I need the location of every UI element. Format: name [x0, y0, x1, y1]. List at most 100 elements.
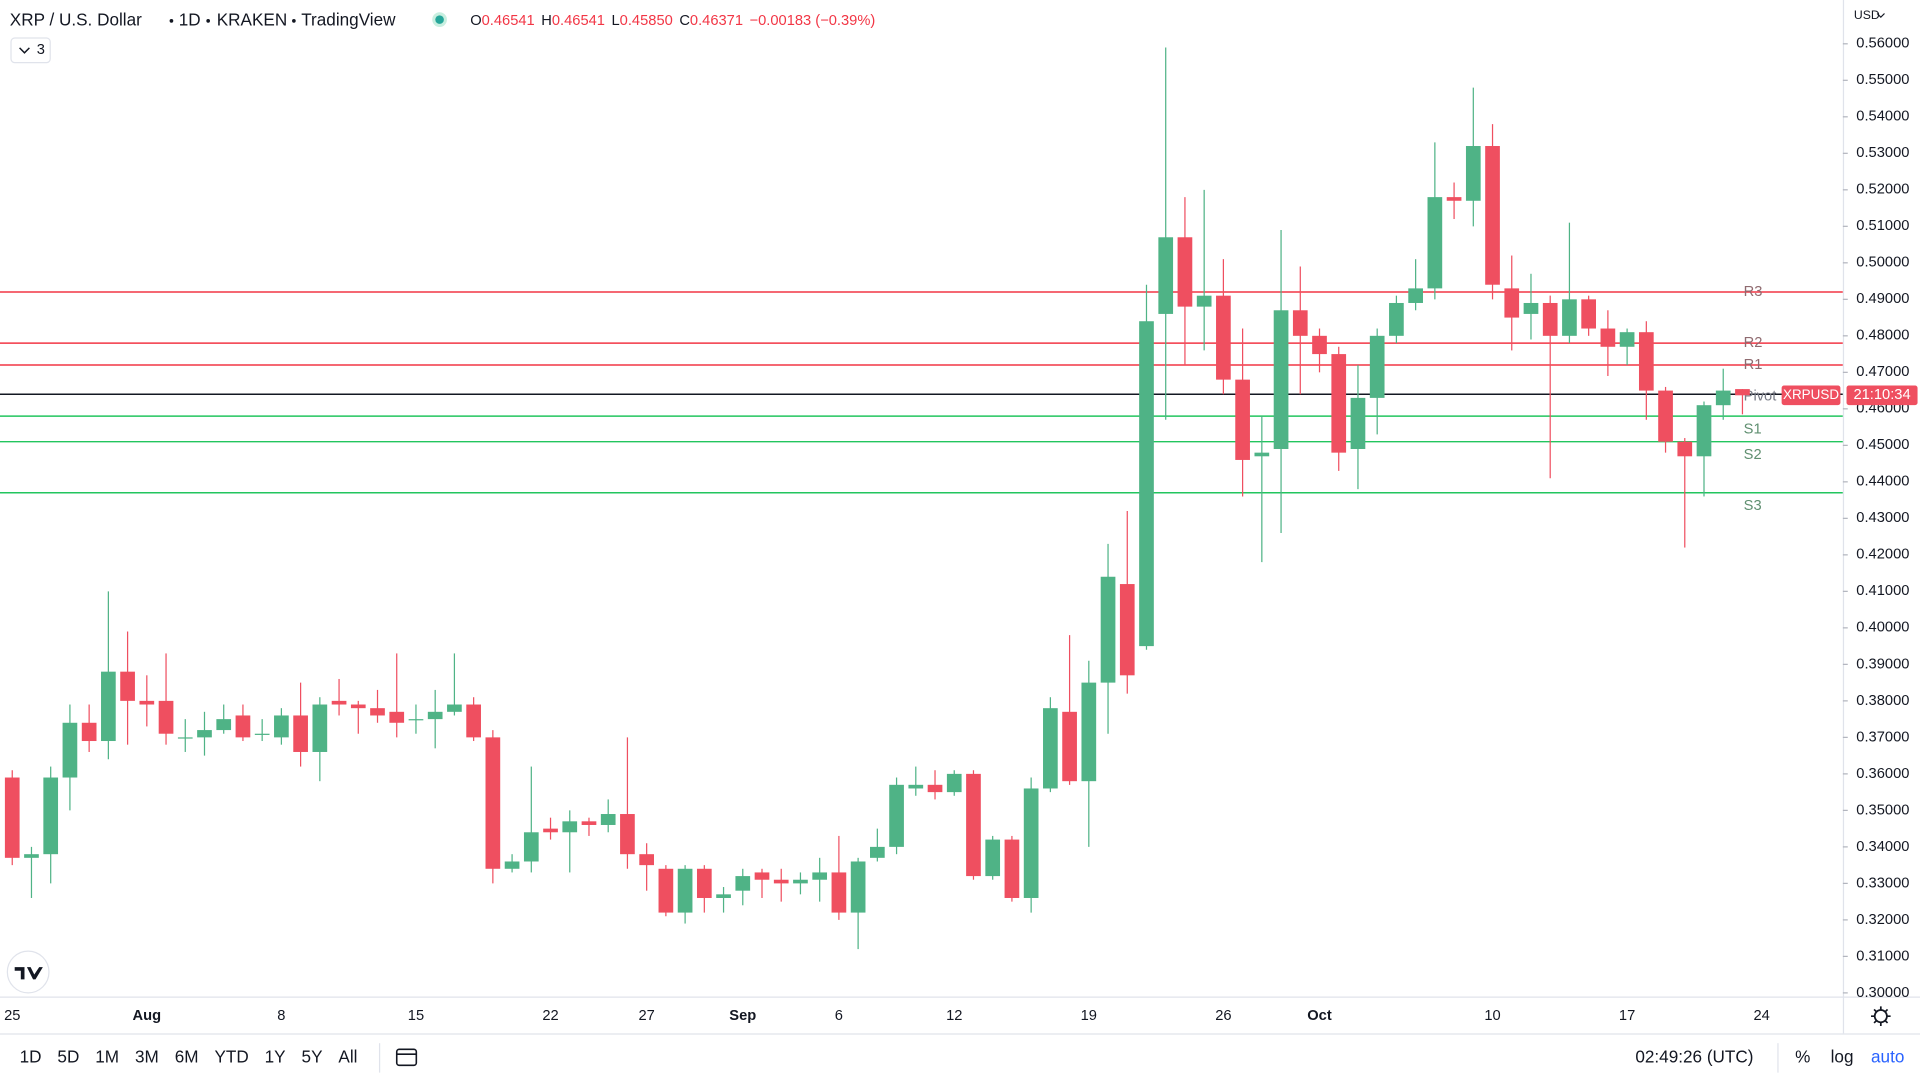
- candle-body: [1139, 321, 1154, 647]
- candle-body: [1023, 788, 1039, 898]
- candle-body: [581, 821, 597, 825]
- candle-body: [216, 719, 232, 731]
- y-tick-label: 0.47000: [1856, 364, 1909, 380]
- candle-body: [1292, 310, 1308, 336]
- candle-body: [312, 704, 328, 752]
- logo[interactable]: [6, 950, 50, 994]
- date-range-icon[interactable]: [395, 1048, 418, 1067]
- y-tick-label: 0.50000: [1856, 255, 1909, 271]
- bottom-toolbar: 1D 5D 1M 3M 6M YTD 1Y 5Y All 02:49:26 (UTC)% log au…: [20, 1046, 1905, 1066]
- candle-body: [1254, 452, 1270, 457]
- range-button[interactable]: 1D: [20, 1046, 42, 1066]
- candle-body: [1062, 711, 1077, 782]
- range-button[interactable]: All: [338, 1046, 357, 1066]
- separator: [169, 19, 174, 23]
- candle-body: [466, 704, 481, 738]
- scale-button[interactable]: log: [1831, 1046, 1854, 1066]
- countdown: 21:10:34: [1853, 387, 1910, 403]
- indicator-toggle[interactable]: [10, 37, 51, 64]
- scale-button[interactable]: %: [1795, 1046, 1810, 1066]
- candle-body: [1312, 335, 1327, 355]
- candle-body: [1658, 390, 1673, 442]
- y-tick-label: 0.44000: [1856, 474, 1909, 490]
- candle-body: [1619, 332, 1635, 347]
- candle-body: [62, 722, 78, 778]
- candle-body: [1081, 682, 1097, 782]
- y-tick-label: 0.39000: [1856, 656, 1909, 672]
- candle-body: [1408, 288, 1423, 303]
- candle-body: [735, 876, 751, 891]
- legend-value: 0.46541: [482, 13, 535, 29]
- candle-body: [408, 719, 424, 721]
- range-button[interactable]: 3M: [135, 1046, 159, 1066]
- candle-body: [716, 894, 731, 898]
- candle-body: [1273, 310, 1289, 449]
- candle-body: [658, 868, 674, 913]
- candle-body: [946, 773, 962, 793]
- ohlc-legend: O0.46541 H0.46541 L0.45850 C0.46371 −0.0…: [470, 13, 875, 29]
- candle-body: [158, 700, 174, 734]
- candle-body: [1043, 708, 1058, 789]
- y-tick-label: 0.53000: [1856, 145, 1909, 161]
- candle-body: [504, 861, 520, 869]
- x-tick-label: 26: [1215, 1008, 1231, 1024]
- candle-body: [139, 700, 155, 705]
- candle-body: [1677, 441, 1693, 457]
- clock[interactable]: 02:49:26 (UTC): [1635, 1046, 1753, 1066]
- candle-body: [1158, 237, 1174, 314]
- x-tick-label: Aug: [133, 1008, 162, 1024]
- y-tick-label: 0.56000: [1856, 36, 1909, 52]
- candle-body: [677, 868, 693, 913]
- x-tick-label: 15: [408, 1008, 424, 1024]
- level-label: R2: [1744, 335, 1763, 351]
- candle-body: [1485, 146, 1500, 285]
- range-button[interactable]: 6M: [175, 1046, 199, 1066]
- interval[interactable]: 1D: [179, 9, 201, 29]
- level-label: R3: [1744, 284, 1763, 300]
- candle-body: [754, 872, 770, 880]
- candle-body: [1389, 302, 1404, 336]
- candle-body: [889, 784, 904, 847]
- x-tick-label: 19: [1081, 1008, 1097, 1024]
- candle-body: [1600, 328, 1616, 347]
- candle-body: [1715, 390, 1731, 406]
- legend-label: H: [541, 13, 552, 29]
- candle-body: [1465, 146, 1481, 201]
- y-tick-label: 0.52000: [1856, 182, 1909, 198]
- candle-body: [639, 854, 654, 866]
- candle-body: [562, 821, 578, 833]
- currency[interactable]: USD: [1854, 8, 1880, 22]
- candle-body: [1562, 299, 1577, 336]
- candle-body: [389, 711, 405, 723]
- candle-body: [1119, 584, 1135, 676]
- candle-body: [81, 722, 97, 742]
- y-tick-label: 0.55000: [1856, 72, 1909, 88]
- range-button[interactable]: YTD: [214, 1046, 248, 1066]
- candle-body: [1427, 197, 1443, 289]
- candle-body: [101, 671, 116, 742]
- y-tick-label: 0.40000: [1856, 620, 1909, 636]
- candle-body: [120, 671, 135, 701]
- candle-body: [293, 715, 308, 752]
- range-button[interactable]: 1M: [95, 1046, 119, 1066]
- separator: [206, 19, 210, 23]
- candle-body: [1235, 379, 1250, 460]
- range-button[interactable]: 5D: [57, 1046, 79, 1066]
- countdown-tag: [1846, 385, 1918, 406]
- x-tick-label: 8: [277, 1008, 285, 1024]
- range-button[interactable]: 5Y: [302, 1046, 324, 1066]
- scale-button[interactable]: auto: [1871, 1046, 1904, 1066]
- range-button[interactable]: 1Y: [265, 1046, 287, 1066]
- candle-body: [793, 879, 808, 884]
- legend-change: −0.00183 (−0.39%): [750, 13, 876, 29]
- chevron-icon: [19, 47, 30, 54]
- source: TradingView: [301, 9, 396, 29]
- candles: [4, 47, 1750, 950]
- candle-body: [1196, 295, 1212, 307]
- candle-body: [43, 777, 59, 855]
- x-tick-label: 24: [1754, 1008, 1770, 1024]
- candle-body: [696, 868, 712, 898]
- y-tick-label: 0.45000: [1856, 437, 1909, 453]
- candle-body: [620, 814, 635, 855]
- candle-body: [331, 700, 347, 705]
